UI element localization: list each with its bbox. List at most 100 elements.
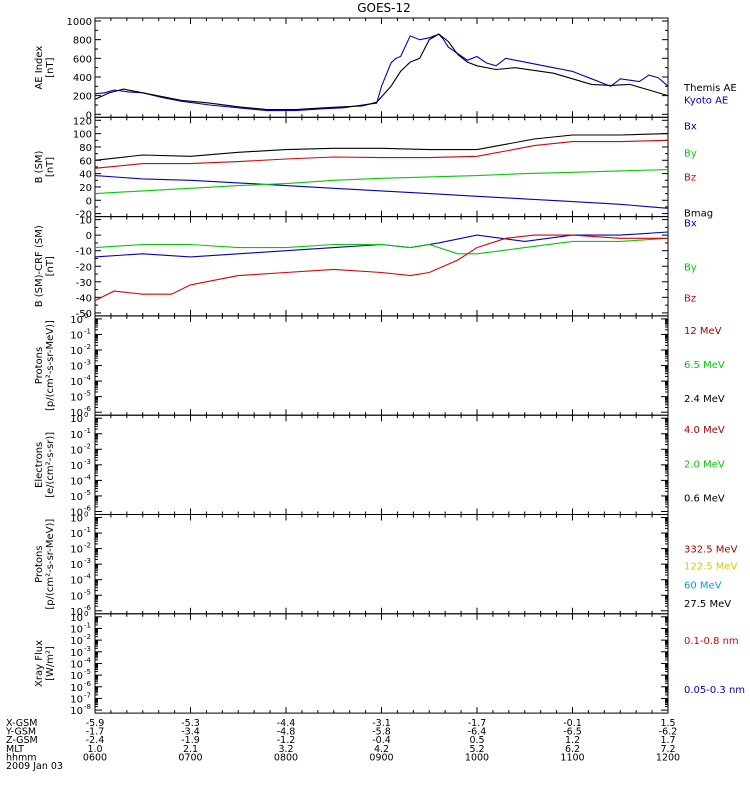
y-tick-label: 10 [70,393,83,404]
ephem-value: -4.4 [277,718,296,729]
y-tick-exponent: -4 [84,573,92,581]
ephem-value: -5.9 [86,718,105,729]
ephem-value: -1.7 [468,718,487,729]
legend-122.5-mev: 122.5 MeV [684,562,738,573]
y-tick-label: 10 [70,514,83,525]
y-tick-label: 10 [70,706,83,717]
y-tick-label: 20 [79,183,92,194]
y-tick-label: 600 [73,54,92,65]
y-tick-label: 10 [70,683,83,694]
ephem-value: 1000 [465,752,489,763]
ephem-value: -3.1 [372,718,391,729]
y-tick-label: 40 [79,170,92,181]
legend-by: By [684,148,697,159]
y-axis-label: [e/(cm²-s-sr)] [45,432,56,498]
legend-2.0-mev: 2.0 MeV [684,459,725,470]
ephem-value: 6.2 [565,744,580,755]
y-axis-label: Protons [34,347,45,384]
y-tick-label: 10 [70,377,83,388]
ephem-value: 1.2 [565,735,580,746]
ephem-value: 0700 [178,752,202,763]
y-tick-label: 10 [70,560,83,571]
legend-4.0-mev: 4.0 MeV [684,425,725,436]
y-tick-label: 10 [70,613,83,624]
ephem-value: -4.8 [277,727,296,738]
legend-0.6-mev: 0.6 MeV [684,494,725,505]
y-tick-exponent: -6 [84,505,92,513]
y-tick-label: 10 [70,346,83,357]
y-tick-label: -10 [76,247,92,258]
panel-bdiff: B (SM)-CRF (SM) [nT] -50 -40 -30 -20 -10 0 10 Bx B… [34,216,697,320]
y-tick-label: 120 [73,116,92,127]
ephem-value: -1.2 [277,735,296,746]
y-axis-label: Protons [34,545,45,582]
ephem-value: 1.7 [660,735,675,746]
y-tick-label: 1000 [67,17,92,28]
ephem-value: 1.0 [87,744,102,755]
panel-frame [94,315,669,416]
y-tick-exponent: 0 [84,511,88,519]
y-tick-exponent: -3 [84,557,91,565]
y-tick-label: 10 [70,476,83,487]
y-tick-label: 10 [70,315,83,326]
ephem-value: -1.9 [181,735,200,746]
series-line-by [94,237,669,255]
ephem-value: -2.4 [86,735,105,746]
y-tick-label: 60 [79,156,92,167]
series-line-bmag [94,133,669,161]
y-tick-label: 0 [86,196,92,207]
y-tick-label: 10 [70,607,83,618]
ephem-row-label: X-GSM [6,718,37,729]
y-tick-exponent: -5 [84,668,91,676]
ephem-value: -5.8 [372,727,391,738]
ephem-row-label: MLT [6,744,24,755]
y-tick-label: 10 [70,408,83,419]
ephem-value: -6.5 [563,727,582,738]
legend-12-mev: 12 MeV [684,326,722,337]
y-tick-label: 10 [70,576,83,587]
y-axis-label: AE Index [34,46,45,90]
y-tick-exponent: -6 [84,680,92,688]
ephem-value: 1200 [656,752,680,763]
ephem-value: 1.5 [660,718,675,729]
legend-2.4-mev: 2.4 MeV [684,394,725,405]
y-tick-label: 0 [86,110,92,121]
y-axis-label: B (SM)-CRF (SM) [34,225,45,307]
y-tick-exponent: 0 [84,610,88,618]
y-tick-exponent: -2 [84,442,91,450]
ephem-value: -6.2 [659,727,678,738]
ephem-value: 2.1 [183,744,198,755]
y-tick-label: 800 [73,36,92,47]
ephem-value: 7.2 [660,744,675,755]
y-tick-exponent: -6 [84,405,92,413]
series-line-themis-ae [94,33,669,111]
y-axis-label: Electrons [34,442,45,488]
legend-27.5-mev: 27.5 MeV [684,599,731,610]
y-axis-label: B (SM) [34,150,45,183]
ephem-value: -1.7 [86,727,105,738]
y-tick-label: 10 [70,648,83,659]
y-tick-label: 10 [70,461,83,472]
legend-bx: Bx [684,219,697,230]
y-tick-label: 10 [70,591,83,602]
y-tick-label: -40 [76,293,92,304]
y-tick-label: -20 [76,210,92,221]
legend-332.5-mev: 332.5 MeV [684,545,738,556]
legend-themis-ae: Themis AE [683,83,737,94]
y-tick-label: 400 [73,73,92,84]
y-tick-label: 200 [73,92,92,103]
y-tick-label: -50 [76,309,92,320]
y-tick-exponent: -4 [84,473,92,481]
y-tick-label: -20 [76,262,92,273]
ephem-value: 0600 [83,752,107,763]
y-tick-label: 100 [73,130,92,141]
y-tick-label: 10 [70,330,83,341]
series-line-bz [94,139,669,169]
y-tick-label: 10 [70,545,83,556]
y-tick-exponent: -1 [84,526,91,534]
legend-60-mev: 60 MeV [684,580,722,591]
panel-ae: AE Index [nT] 0 200 400 600 800 1000 Kyoto AEThe… [34,17,737,121]
legend-6.5-mev: 6.5 MeV [684,360,725,371]
